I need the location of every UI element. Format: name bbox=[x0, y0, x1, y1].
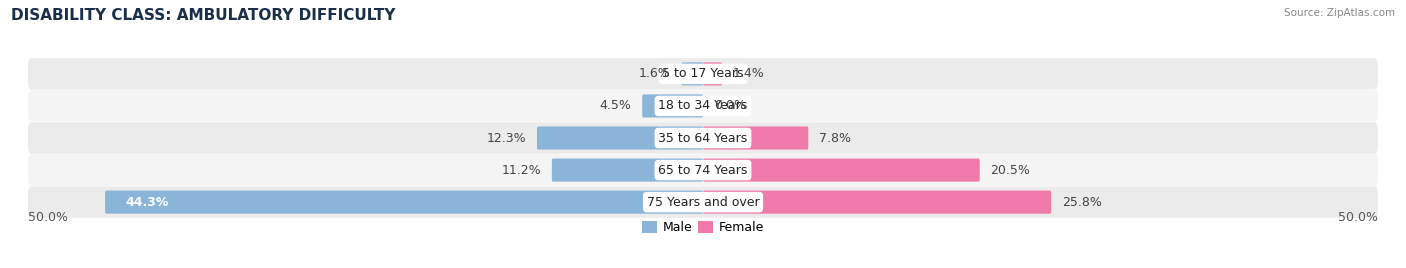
Text: 35 to 64 Years: 35 to 64 Years bbox=[658, 132, 748, 144]
FancyBboxPatch shape bbox=[703, 191, 1052, 214]
FancyBboxPatch shape bbox=[703, 62, 721, 85]
Text: DISABILITY CLASS: AMBULATORY DIFFICULTY: DISABILITY CLASS: AMBULATORY DIFFICULTY bbox=[11, 8, 395, 23]
Text: 11.2%: 11.2% bbox=[502, 163, 541, 177]
Text: 25.8%: 25.8% bbox=[1062, 196, 1102, 209]
Text: 50.0%: 50.0% bbox=[28, 211, 67, 224]
FancyBboxPatch shape bbox=[643, 94, 703, 117]
FancyBboxPatch shape bbox=[703, 126, 808, 150]
Text: 12.3%: 12.3% bbox=[486, 132, 526, 144]
Text: 20.5%: 20.5% bbox=[990, 163, 1031, 177]
Text: 1.6%: 1.6% bbox=[638, 67, 671, 80]
FancyBboxPatch shape bbox=[105, 191, 703, 214]
Text: 0.0%: 0.0% bbox=[714, 99, 745, 113]
Text: 7.8%: 7.8% bbox=[820, 132, 851, 144]
FancyBboxPatch shape bbox=[28, 122, 1378, 154]
FancyBboxPatch shape bbox=[703, 159, 980, 182]
Text: 1.4%: 1.4% bbox=[733, 67, 765, 80]
FancyBboxPatch shape bbox=[28, 187, 1378, 218]
Text: 4.5%: 4.5% bbox=[599, 99, 631, 113]
Text: 44.3%: 44.3% bbox=[125, 196, 169, 209]
FancyBboxPatch shape bbox=[537, 126, 703, 150]
FancyBboxPatch shape bbox=[551, 159, 703, 182]
FancyBboxPatch shape bbox=[28, 154, 1378, 186]
Text: 50.0%: 50.0% bbox=[1339, 211, 1378, 224]
FancyBboxPatch shape bbox=[682, 62, 703, 85]
Text: Source: ZipAtlas.com: Source: ZipAtlas.com bbox=[1284, 8, 1395, 18]
Text: 5 to 17 Years: 5 to 17 Years bbox=[662, 67, 744, 80]
Text: 18 to 34 Years: 18 to 34 Years bbox=[658, 99, 748, 113]
Legend: Male, Female: Male, Female bbox=[637, 216, 769, 239]
FancyBboxPatch shape bbox=[28, 58, 1378, 90]
Text: 65 to 74 Years: 65 to 74 Years bbox=[658, 163, 748, 177]
Text: 75 Years and over: 75 Years and over bbox=[647, 196, 759, 209]
FancyBboxPatch shape bbox=[28, 90, 1378, 122]
